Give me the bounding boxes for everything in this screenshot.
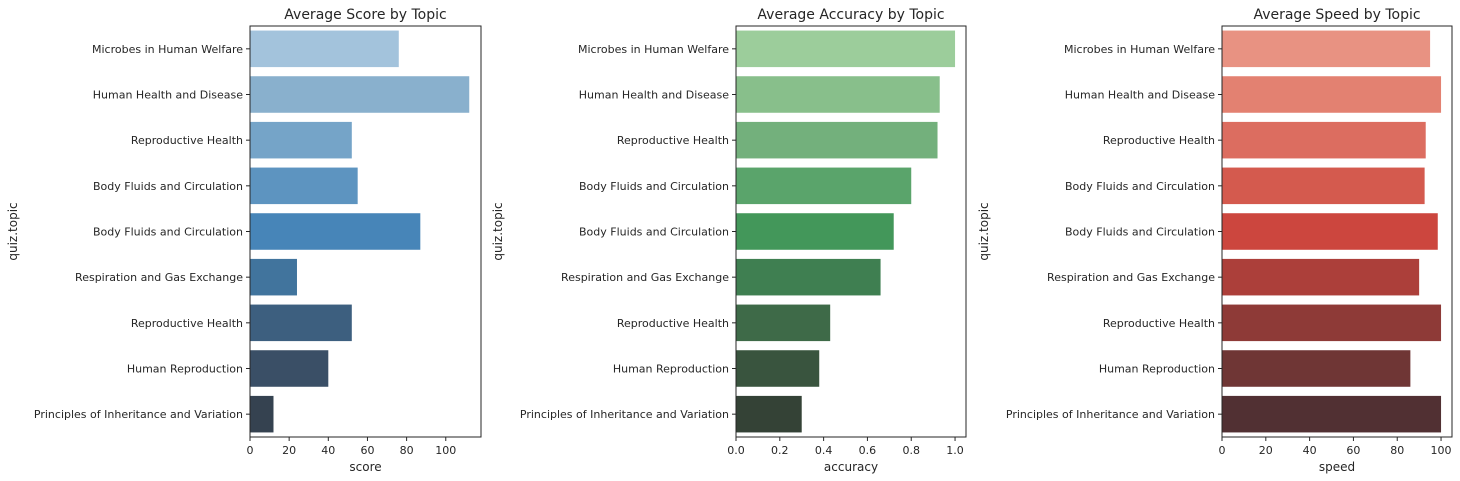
y-tick-label: Respiration and Gas Exchange bbox=[561, 271, 729, 284]
axes-frame bbox=[1221, 25, 1453, 438]
score-bar bbox=[250, 121, 352, 159]
speed-bar bbox=[1222, 167, 1425, 205]
y-tick-label: Human Health and Disease bbox=[579, 89, 729, 102]
score-bar bbox=[250, 304, 352, 342]
x-tick-label: 40 bbox=[321, 444, 335, 457]
accuracy-bar bbox=[736, 167, 912, 205]
y-axis-label: quiz.topic bbox=[491, 202, 505, 260]
x-tick-label: 0.6 bbox=[859, 444, 877, 457]
x-tick-label: 80 bbox=[400, 444, 414, 457]
y-tick-label: Reproductive Health bbox=[1103, 134, 1215, 147]
panel-speed: Microbes in Human Welfare Human Health an… bbox=[977, 7, 1453, 474]
speed-bar bbox=[1222, 395, 1442, 433]
chart-title: Average Accuracy by Topic bbox=[757, 7, 944, 23]
y-tick-label: Principles of Inheritance and Variation bbox=[1006, 408, 1215, 421]
y-tick-label: Microbes in Human Welfare bbox=[578, 43, 729, 56]
score-bar bbox=[250, 350, 329, 387]
x-tick-label: 0.0 bbox=[727, 444, 745, 457]
x-tick-label: 0.4 bbox=[815, 444, 833, 457]
x-axis-label: accuracy bbox=[824, 460, 878, 474]
accuracy-bar bbox=[736, 213, 894, 250]
accuracy-bar bbox=[736, 350, 820, 387]
y-tick-label: Human Health and Disease bbox=[1065, 89, 1215, 102]
y-tick-label: Human Reproduction bbox=[127, 363, 243, 376]
y-tick-label: Reproductive Health bbox=[1103, 317, 1215, 330]
x-axis-label: score bbox=[349, 460, 381, 474]
chart-title: Average Score by Topic bbox=[284, 7, 446, 23]
y-axis-label: quiz.topic bbox=[977, 202, 991, 260]
x-tick-label: 20 bbox=[282, 444, 296, 457]
y-tick-label: Microbes in Human Welfare bbox=[92, 43, 243, 56]
x-tick-label: 1.0 bbox=[946, 444, 964, 457]
axes-frame bbox=[249, 25, 482, 438]
y-axis-label: quiz.topic bbox=[6, 202, 20, 260]
accuracy-bar bbox=[736, 121, 938, 159]
y-tick-label: Reproductive Health bbox=[131, 134, 243, 147]
x-tick-label: 60 bbox=[360, 444, 374, 457]
panel-score: Microbes in Human Welfare Human Health an… bbox=[6, 7, 482, 474]
y-tick-label: Microbes in Human Welfare bbox=[1064, 43, 1215, 56]
score-bar bbox=[250, 76, 470, 113]
y-tick-label: Human Reproduction bbox=[613, 363, 729, 376]
y-tick-label: Reproductive Health bbox=[617, 134, 729, 147]
x-tick-label: 40 bbox=[1303, 444, 1317, 457]
y-tick-label: Reproductive Health bbox=[131, 317, 243, 330]
speed-bar bbox=[1222, 76, 1442, 113]
x-tick-label: 20 bbox=[1259, 444, 1273, 457]
y-tick-label: Principles of Inheritance and Variation bbox=[34, 408, 243, 421]
y-tick-label: Body Fluids and Circulation bbox=[1065, 226, 1215, 239]
accuracy-bar bbox=[736, 76, 940, 113]
x-axis-label: speed bbox=[1319, 460, 1355, 474]
speed-bar bbox=[1222, 304, 1442, 342]
y-tick-label: Human Health and Disease bbox=[93, 89, 243, 102]
axes-frame bbox=[735, 25, 967, 438]
speed-bar bbox=[1222, 30, 1431, 68]
y-tick-label: Principles of Inheritance and Variation bbox=[520, 408, 729, 421]
chart-title: Average Speed by Topic bbox=[1253, 7, 1420, 23]
speed-bar bbox=[1222, 213, 1438, 250]
accuracy-bar bbox=[736, 30, 956, 68]
speed-bar bbox=[1222, 121, 1426, 159]
score-bar bbox=[250, 167, 358, 205]
speed-bar bbox=[1222, 350, 1411, 387]
y-tick-label: Body Fluids and Circulation bbox=[1065, 180, 1215, 193]
panel-accuracy: Microbes in Human Welfare Human Health an… bbox=[491, 7, 967, 474]
x-tick-label: 60 bbox=[1346, 444, 1360, 457]
score-bar bbox=[250, 30, 399, 68]
y-tick-label: Body Fluids and Circulation bbox=[579, 180, 729, 193]
y-tick-label: Body Fluids and Circulation bbox=[579, 226, 729, 239]
score-bar bbox=[250, 258, 297, 296]
y-tick-label: Human Reproduction bbox=[1099, 363, 1215, 376]
x-tick-label: 0 bbox=[247, 444, 254, 457]
y-tick-label: Body Fluids and Circulation bbox=[93, 180, 243, 193]
accuracy-bar bbox=[736, 258, 881, 296]
y-tick-label: Reproductive Health bbox=[617, 317, 729, 330]
x-tick-label: 0 bbox=[1219, 444, 1226, 457]
x-tick-label: 80 bbox=[1390, 444, 1404, 457]
score-bar bbox=[250, 395, 274, 433]
accuracy-bar bbox=[736, 304, 831, 342]
x-tick-label: 0.8 bbox=[902, 444, 920, 457]
y-tick-label: Body Fluids and Circulation bbox=[93, 226, 243, 239]
speed-bar bbox=[1222, 258, 1420, 296]
y-tick-label: Respiration and Gas Exchange bbox=[75, 271, 243, 284]
x-tick-label: 0.2 bbox=[771, 444, 789, 457]
x-tick-label: 100 bbox=[1431, 444, 1452, 457]
x-tick-label: 100 bbox=[435, 444, 456, 457]
score-bar bbox=[250, 213, 421, 250]
accuracy-bar bbox=[736, 395, 802, 433]
y-tick-label: Respiration and Gas Exchange bbox=[1047, 271, 1215, 284]
